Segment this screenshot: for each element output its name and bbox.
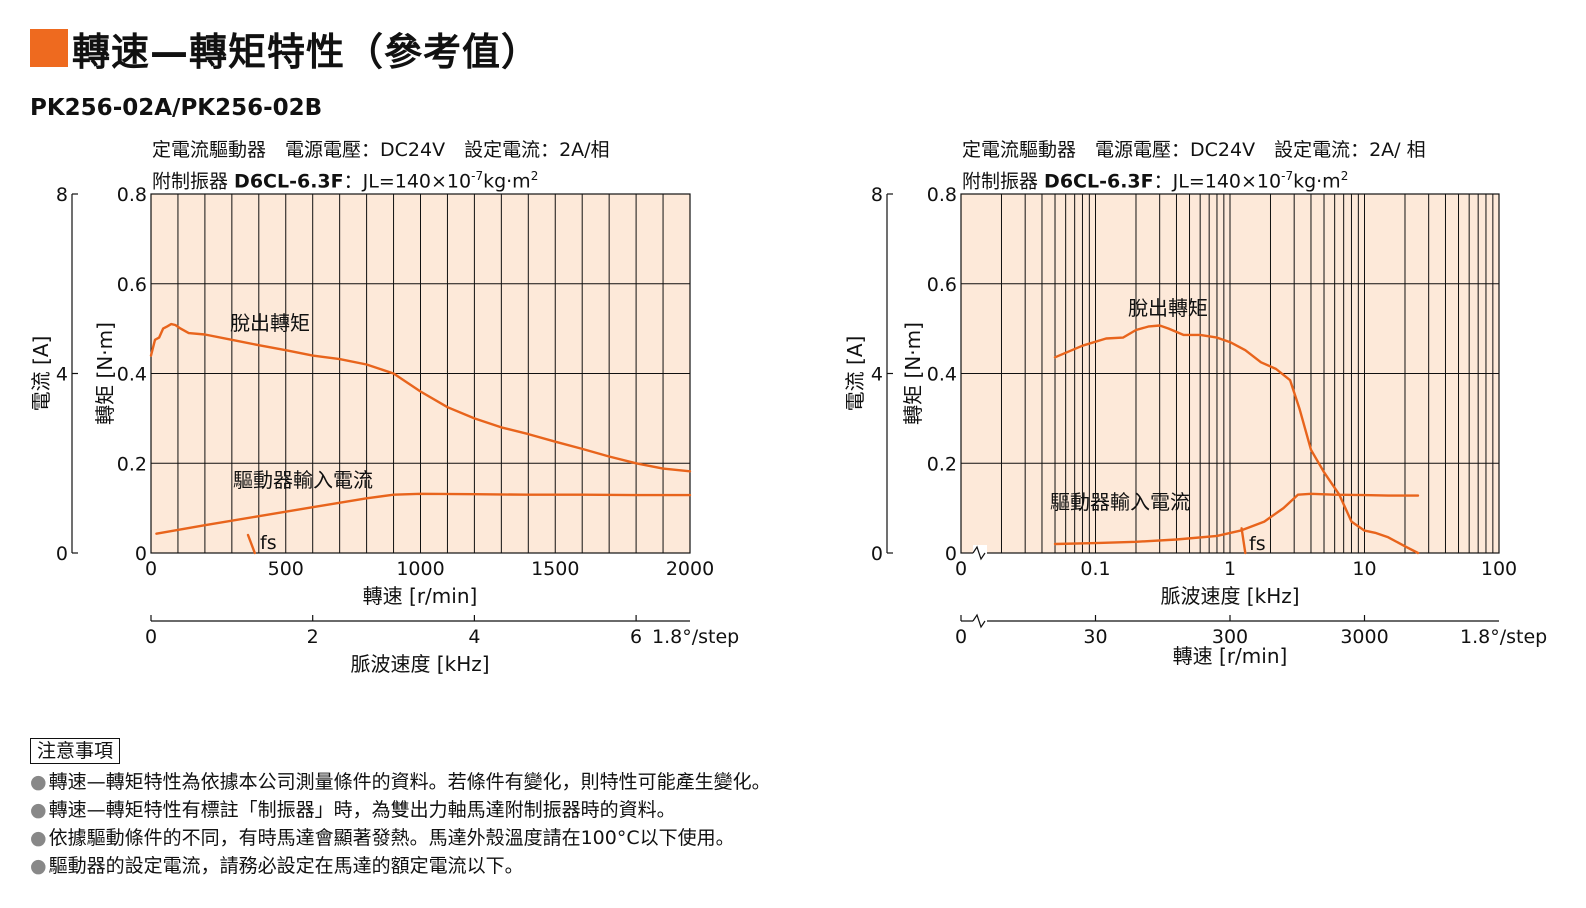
y-tick-label: 0.2 (117, 453, 147, 475)
annotation-input-current: 驅動器輸入電流 (233, 468, 373, 492)
x2-tick-label: 300 (1212, 626, 1248, 648)
inertia-exponent: -7 (1281, 169, 1294, 183)
series-line (1053, 492, 1420, 546)
inertia-exponent: -7 (471, 169, 484, 183)
x-tick-label: 2000 (666, 558, 714, 580)
damper-prefix: 附制振器 (152, 170, 235, 193)
conditions-line2: 附制振器 D6CL-6.3F：JL=140×10-7kg·m2 (962, 163, 1426, 194)
annotation-fs: fs (1249, 533, 1266, 555)
conditions-left: 定電流驅動器 電源電壓：DC24V 設定電流：2A/相 附制振器 D6CL-6.… (152, 137, 610, 194)
series-line (1053, 324, 1420, 555)
y-tick-label: 0.4 (117, 364, 147, 386)
x-tick-label: 0 (145, 558, 157, 580)
y2-axis-label: 電流 [A] (843, 336, 867, 412)
inertia-value: ：JL=140×10 (1153, 170, 1282, 193)
note-item: ● 轉速—轉矩特性有標註「制振器」時，為雙出力軸馬達附制振器時的資料。 (30, 796, 771, 824)
axis-break-gap (973, 614, 987, 628)
x-tick-label: 500 (268, 558, 304, 580)
y2-tick-label: 4 (871, 364, 883, 386)
x2-unit-label: 1.8°/step (1460, 626, 1547, 648)
note-text: 驅動器的設定電流，請務必設定在馬達的額定電流以下。 (48, 855, 524, 877)
conditions-line2: 附制振器 D6CL-6.3F：JL=140×10-7kg·m2 (152, 163, 610, 194)
note-text: 依據驅動條件的不同，有時馬達會顯著發熱。馬達外殼溫度請在100°C以下使用。 (48, 827, 735, 849)
plot-frame (150, 193, 691, 554)
y-tick-label: 0.6 (927, 274, 957, 296)
y-tick-label: 0.2 (927, 453, 957, 475)
damper-prefix: 附制振器 (962, 170, 1045, 193)
bullet-icon: ● (30, 827, 47, 849)
damper-model: D6CL-6.3F (234, 170, 344, 193)
inertia-unit-exponent: 2 (530, 169, 539, 183)
x-axis-label: 轉速 [r/min] (363, 584, 478, 608)
y-axis-label: 轉矩 [N·m] (93, 322, 117, 425)
x2-axis-label: 脈波速度 [kHz] (350, 652, 489, 676)
inertia-unit: kg·m (1293, 170, 1341, 193)
series-line (1240, 527, 1247, 555)
y-tick-label: 0 (135, 543, 147, 565)
axis-break-icon (972, 545, 986, 561)
y-axis-label: 轉矩 [N·m] (901, 322, 925, 425)
note-text: 轉速—轉矩特性為依據本公司測量條件的資料。若條件有變化，則特性可能產生變化。 (48, 771, 771, 793)
x-tick-label: 1500 (531, 558, 579, 580)
x2-tick-label: 2 (307, 626, 319, 648)
y2-tick-label: 0 (56, 543, 68, 565)
x-tick-label: 1 (1224, 558, 1236, 580)
y2-axis-label: 電流 [A] (29, 336, 53, 412)
x-tick-label: 0.1 (1080, 558, 1110, 580)
conditions-line1: 定電流驅動器 電源電壓：DC24V 設定電流：2A/相 (152, 139, 610, 161)
y2-tick-label: 8 (871, 184, 883, 206)
note-item: ● 轉速—轉矩特性為依據本公司測量條件的資料。若條件有變化，則特性可能產生變化。 (30, 768, 771, 796)
model-number: PK256-02A/PK256-02B (30, 95, 323, 121)
y2-tick-label: 0 (871, 543, 883, 565)
x2-unit-label: 1.8°/step (652, 626, 739, 648)
series-line (149, 322, 692, 473)
annotation-input-current: 驅動器輸入電流 (1050, 490, 1190, 514)
x2-tick-label: 3000 (1340, 626, 1388, 648)
inertia-unit: kg·m (483, 170, 531, 193)
bullet-icon: ● (30, 855, 47, 877)
title-row: 轉速—轉矩特性（參考值） (30, 22, 540, 74)
title-marker-icon (30, 29, 68, 67)
damper-model: D6CL-6.3F (1044, 170, 1154, 193)
annotation-pullout-torque: 脫出轉矩 (230, 311, 310, 335)
bullet-icon: ● (30, 771, 47, 793)
x-axis-label: 脈波速度 [kHz] (1160, 584, 1299, 608)
note-item: ● 依據驅動條件的不同，有時馬達會顯著發熱。馬達外殼溫度請在100°C以下使用。 (30, 824, 771, 852)
note-text: 轉速—轉矩特性有標註「制振器」時，為雙出力軸馬達附制振器時的資料。 (48, 799, 676, 821)
page-title: 轉速—轉矩特性（參考值） (72, 29, 541, 74)
bullet-icon: ● (30, 799, 47, 821)
x-tick-label: 10 (1352, 558, 1376, 580)
axis-break-icon (972, 613, 986, 629)
x2-tick-label: 30 (1083, 626, 1107, 648)
note-item: ● 驅動器的設定電流，請務必設定在馬達的額定電流以下。 (30, 852, 771, 880)
y-tick-label: 0.8 (117, 184, 147, 206)
inertia-value: ：JL=140×10 (343, 170, 472, 193)
x2-tick-label: 0 (145, 626, 157, 648)
inertia-unit-exponent: 2 (1340, 169, 1349, 183)
y-tick-label: 0.4 (927, 364, 957, 386)
series-line (155, 492, 692, 535)
conditions-line1: 定電流驅動器 電源電壓：DC24V 設定電流：2A/ 相 (962, 139, 1426, 161)
y2-tick-label: 8 (56, 184, 68, 206)
x2-tick-label: 0 (955, 626, 967, 648)
y-tick-label: 0.6 (117, 274, 147, 296)
notes-list: ● 轉速—轉矩特性為依據本公司測量條件的資料。若條件有變化，則特性可能產生變化。 … (30, 768, 771, 880)
x2-tick-label: 6 (630, 626, 642, 648)
series-line (246, 533, 257, 555)
y-tick-label: 0.8 (927, 184, 957, 206)
x-origin-label: 0 (955, 558, 967, 580)
x-tick-label: 1000 (396, 558, 444, 580)
annotation-pullout-torque: 脫出轉矩 (1128, 296, 1208, 320)
plot-frame (960, 193, 1500, 554)
annotation-fs: fs (260, 532, 277, 554)
x2-tick-label: 4 (468, 626, 480, 648)
y2-tick-label: 4 (56, 364, 68, 386)
y-tick-label: 0 (945, 543, 957, 565)
notes-heading: 注意事項 (30, 738, 121, 764)
conditions-right: 定電流驅動器 電源電壓：DC24V 設定電流：2A/ 相 附制振器 D6CL-6… (962, 137, 1426, 194)
x2-axis-label: 轉速 [r/min] (1173, 644, 1288, 668)
x-tick-label: 100 (1481, 558, 1517, 580)
